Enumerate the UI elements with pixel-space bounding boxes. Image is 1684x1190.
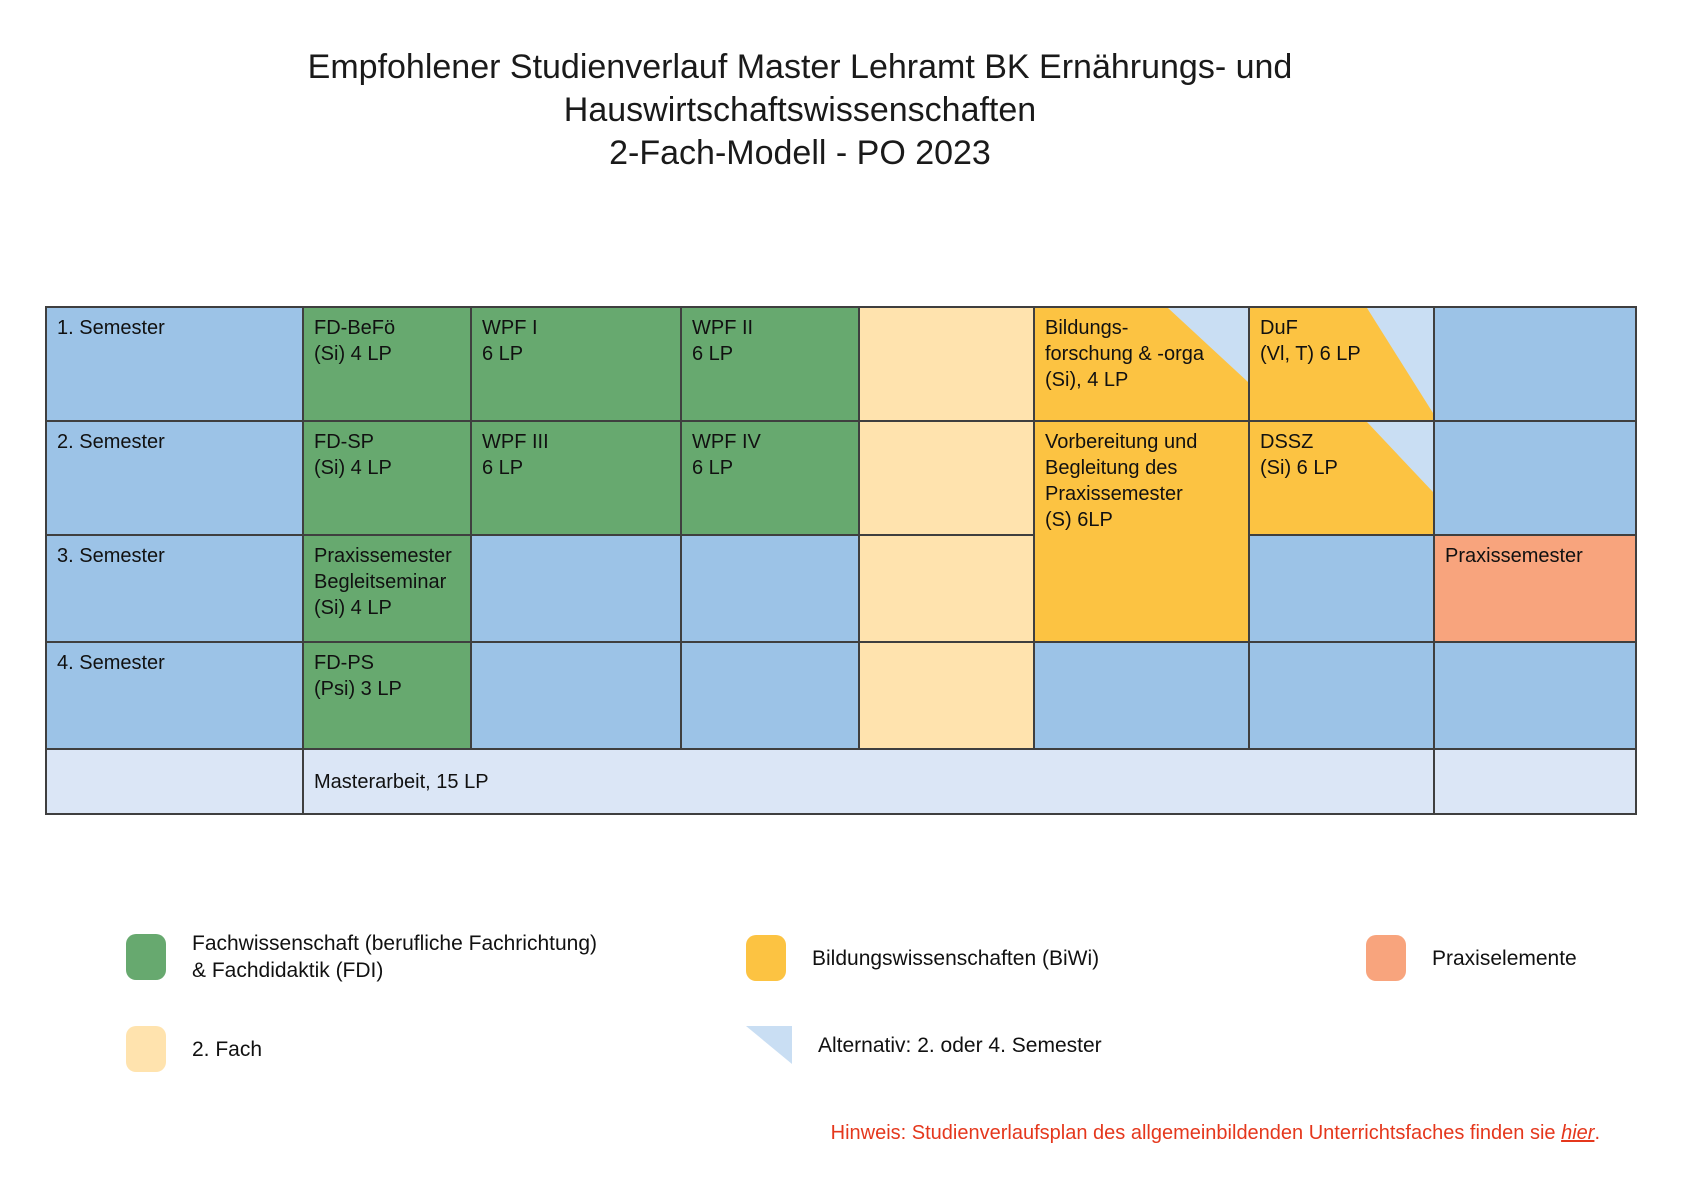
alternative-semester-corner-icon — [1367, 308, 1433, 413]
cell-vorbereitung-praxissemester: Vorbereitung und Begleitung des Praxisse… — [1035, 422, 1248, 641]
cell-semester-4-label: 4. Semester — [47, 643, 302, 748]
legend-item-zweites-fach: 2. Fach — [126, 1026, 262, 1072]
cell-zweites-fach-sem2 — [860, 422, 1033, 534]
yellow-swatch-icon — [746, 935, 786, 981]
cell-fd-sp: FD-SP (Si) 4 LP — [304, 422, 470, 534]
cell-empty-sem3-c — [1250, 536, 1433, 641]
cell-zweites-fach-sem4 — [860, 643, 1033, 748]
title-line-1: Empfohlener Studienverlauf Master Lehram… — [307, 48, 1293, 86]
cell-zweites-fach-sem3 — [860, 536, 1033, 641]
cell-semester-2-label: 2. Semester — [47, 422, 302, 534]
study-plan-table: 1. Semester FD-BeFö (Si) 4 LP WPF I 6 LP… — [45, 306, 1637, 815]
cell-fd-befoe: FD-BeFö (Si) 4 LP — [304, 308, 470, 420]
alternative-semester-corner-icon — [1367, 422, 1433, 492]
cell-empty-sem4-b — [682, 643, 858, 748]
cell-wpf-4: WPF IV 6 LP — [682, 422, 858, 534]
hint-link[interactable]: hier — [1561, 1122, 1595, 1144]
alternative-triangle-icon — [746, 1026, 792, 1064]
cream-swatch-icon — [126, 1026, 166, 1072]
legend-item-bildungswissenschaften: Bildungswissenschaften (BiWi) — [746, 935, 1099, 981]
title-line-3: 2-Fach-Modell - PO 2023 — [609, 134, 991, 172]
cell-empty-sem4-a — [472, 643, 680, 748]
cell-empty-sem4-d — [1250, 643, 1433, 748]
cell-wpf-1: WPF I 6 LP — [472, 308, 680, 420]
hint-text: Hinweis: Studienverlaufsplan des allgeme… — [830, 1122, 1600, 1144]
cell-duf: DuF (Vl, T) 6 LP — [1250, 308, 1433, 420]
cell-semester-3-label: 3. Semester — [47, 536, 302, 641]
salmon-swatch-icon — [1366, 935, 1406, 981]
green-swatch-icon — [126, 934, 166, 980]
cell-empty-sem3-b — [682, 536, 858, 641]
cell-wpf-3: WPF III 6 LP — [472, 422, 680, 534]
cell-fd-ps: FD-PS (Psi) 3 LP — [304, 643, 470, 748]
cell-empty-sem4-c — [1035, 643, 1248, 748]
cell-empty-masterarbeit-right — [1435, 750, 1635, 813]
title-line-2: Hauswirtschaftswissenschaften — [563, 91, 1037, 129]
cell-empty-sem3-a — [472, 536, 680, 641]
cell-bildungsforschung: Bildungs- forschung & -orga (Si), 4 LP — [1035, 308, 1248, 420]
cell-wpf-2: WPF II 6 LP — [682, 308, 858, 420]
cell-zweites-fach-sem1 — [860, 308, 1033, 420]
cell-dssz: DSSZ (Si) 6 LP — [1250, 422, 1433, 534]
cell-semester-1-label: 1. Semester — [47, 308, 302, 420]
legend-item-fachwissenschaft: Fachwissenschaft (berufliche Fachrichtun… — [126, 930, 597, 984]
cell-praxissemester-begleitseminar: Praxissemester Begleitseminar (Si) 4 LP — [304, 536, 470, 641]
cell-masterarbeit: Masterarbeit, 15 LP — [304, 750, 1433, 813]
cell-empty-sem2 — [1435, 422, 1635, 534]
legend-item-praxiselemente: Praxiselemente — [1366, 935, 1577, 981]
cell-empty-sem4-e — [1435, 643, 1635, 748]
page-title: Empfohlener Studienverlauf Master Lehram… — [0, 46, 1600, 175]
legend-item-alternativ: Alternativ: 2. oder 4. Semester — [746, 1026, 1102, 1064]
cell-empty-masterarbeit-left — [47, 750, 302, 813]
cell-praxissemester: Praxissemester — [1435, 536, 1635, 641]
cell-empty-sem1 — [1435, 308, 1635, 420]
